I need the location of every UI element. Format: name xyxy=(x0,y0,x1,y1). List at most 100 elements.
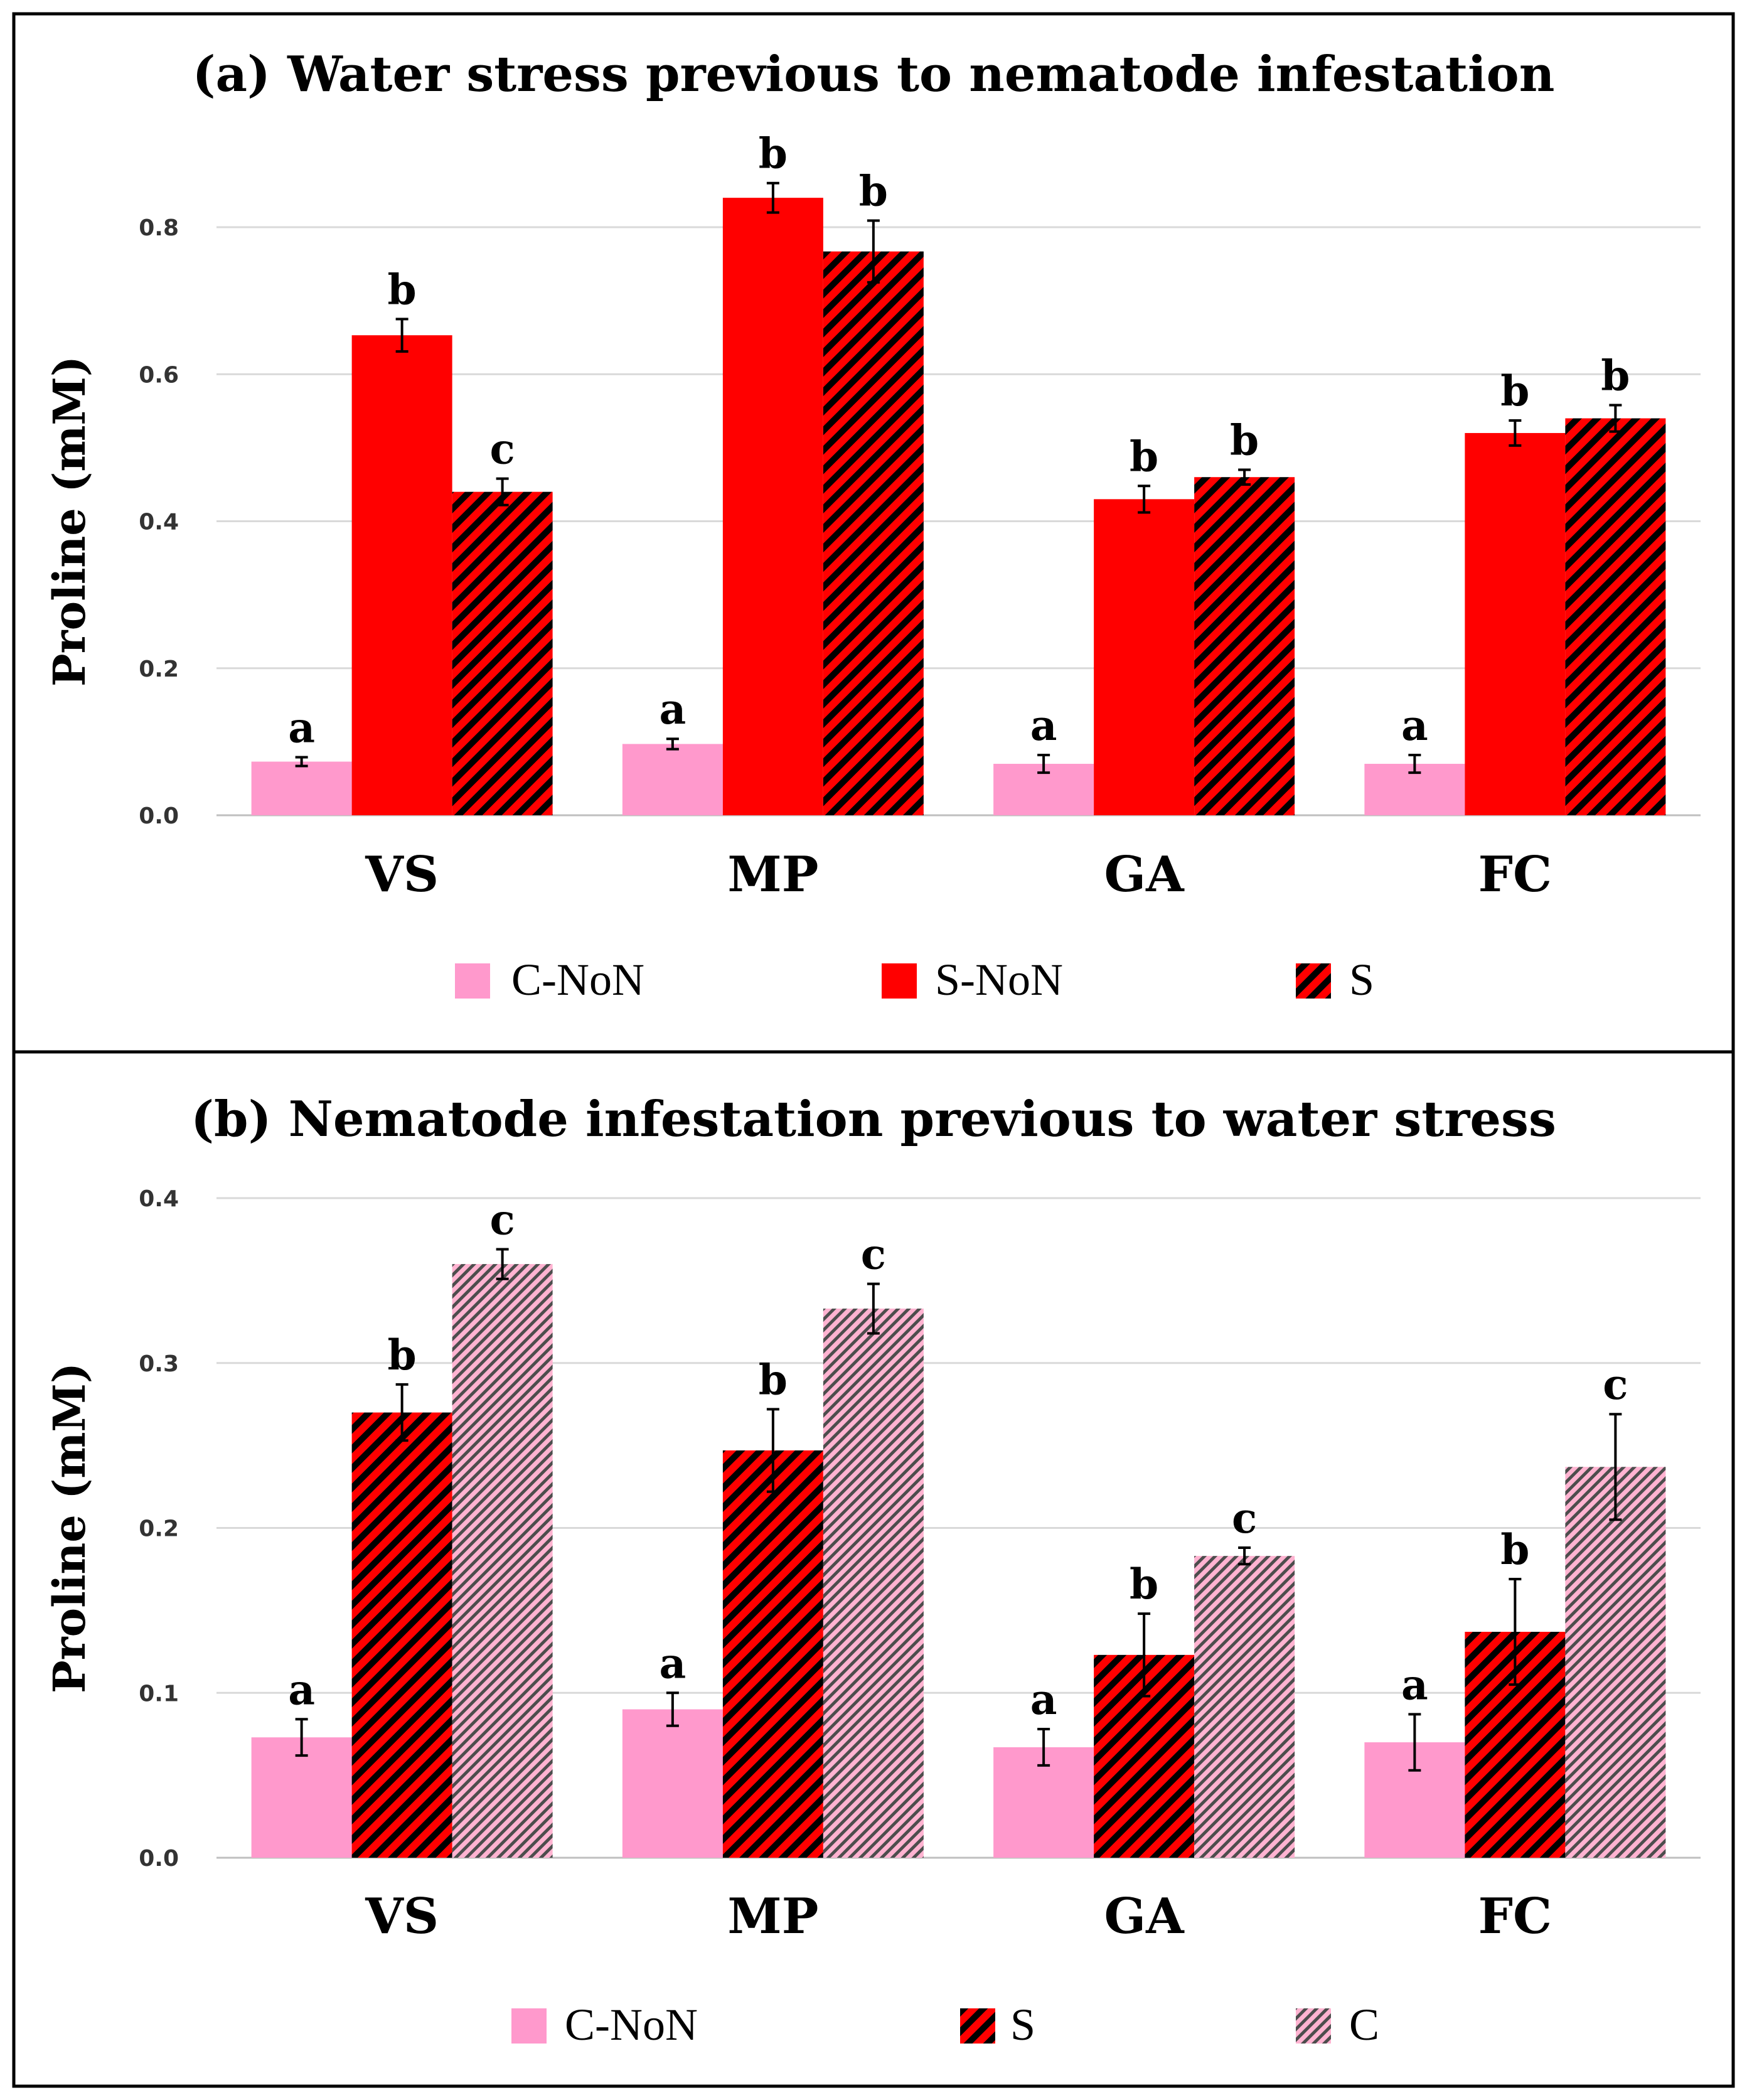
significance-label: a xyxy=(288,1665,315,1714)
chart-title: (b) Nematode infestation previous to wat… xyxy=(191,1091,1556,1148)
legend-label: C-NoN xyxy=(511,955,644,1005)
bar xyxy=(251,761,352,815)
y-axis-label: Proline (mM) xyxy=(43,356,95,687)
significance-label: a xyxy=(1401,701,1428,750)
panel-b-frame xyxy=(12,1050,1735,2088)
significance-label: a xyxy=(659,1639,686,1688)
bar xyxy=(823,1309,924,1858)
bar xyxy=(1094,499,1195,815)
error-bar xyxy=(766,181,779,214)
significance-label: b xyxy=(759,1355,788,1404)
chart-title: (a) Water stress previous to nematode in… xyxy=(193,46,1555,103)
y-tick-label: 0.8 xyxy=(139,215,179,241)
significance-label: b xyxy=(1130,432,1158,481)
error-bar xyxy=(666,737,679,751)
error-bar xyxy=(1509,419,1522,447)
legend-label: C-NoN xyxy=(565,2000,698,2050)
legend-swatch xyxy=(511,2008,547,2044)
significance-label: b xyxy=(388,265,417,314)
error-bar xyxy=(1037,1728,1050,1767)
y-tick-label: 0.0 xyxy=(139,803,179,829)
error-bar xyxy=(295,1718,308,1757)
significance-label: b xyxy=(1500,367,1529,415)
legend-label: S xyxy=(1010,2000,1035,2050)
bar xyxy=(622,1709,723,1858)
significance-label: c xyxy=(490,425,515,474)
bar xyxy=(1565,1467,1666,1858)
significance-label: c xyxy=(1603,1360,1628,1409)
error-bar xyxy=(1238,1546,1251,1566)
error-bar xyxy=(496,1248,509,1280)
y-tick-label: 0.6 xyxy=(139,362,179,388)
error-bar xyxy=(666,1691,679,1727)
significance-label: b xyxy=(759,129,788,178)
error-bar xyxy=(1408,753,1421,774)
significance-label: a xyxy=(659,685,686,734)
category-label: MP xyxy=(727,846,818,903)
legend-swatch xyxy=(1296,963,1331,999)
error-bar xyxy=(766,1408,779,1493)
significance-label: c xyxy=(861,1230,886,1279)
error-bar xyxy=(1138,1612,1151,1698)
significance-label: a xyxy=(1030,1675,1057,1724)
legend-label: C xyxy=(1349,2000,1379,2050)
bar xyxy=(622,744,723,815)
error-bar xyxy=(496,477,509,506)
category-label: GA xyxy=(1104,846,1185,903)
error-bar xyxy=(1609,1413,1622,1521)
significance-label: b xyxy=(388,1331,417,1379)
error-bar xyxy=(1509,1577,1522,1686)
category-label: FC xyxy=(1478,846,1552,903)
legend-label: S xyxy=(1349,955,1374,1005)
bar xyxy=(351,335,452,815)
bar xyxy=(1194,1556,1295,1858)
bar xyxy=(722,198,823,815)
legend-swatch xyxy=(882,963,917,999)
significance-label: b xyxy=(1130,1560,1158,1609)
significance-label: c xyxy=(1232,1494,1257,1543)
legend-swatch xyxy=(1296,2008,1331,2044)
error-bar xyxy=(1609,404,1622,433)
y-tick-label: 0.2 xyxy=(139,656,179,682)
y-tick-label: 0.4 xyxy=(139,1186,179,1212)
chart-panel-a: (a) Water stress previous to nematode in… xyxy=(43,46,1701,1005)
error-bar xyxy=(867,1282,880,1335)
error-bar xyxy=(395,318,409,353)
error-bar xyxy=(1138,485,1151,514)
significance-label: b xyxy=(1230,416,1259,465)
bar xyxy=(1465,432,1566,815)
significance-label: a xyxy=(1401,1660,1428,1709)
y-axis-label: Proline (mM) xyxy=(43,1363,95,1693)
bar xyxy=(823,251,924,815)
bar xyxy=(1565,418,1666,815)
y-tick-label: 0.2 xyxy=(139,1516,179,1542)
error-bar xyxy=(1037,753,1050,774)
category-label: FC xyxy=(1478,1888,1552,1945)
error-bar xyxy=(1238,468,1251,486)
bar xyxy=(452,491,553,815)
category-label: VS xyxy=(365,846,439,903)
y-tick-label: 0.3 xyxy=(139,1351,179,1377)
category-label: VS xyxy=(365,1888,439,1945)
bar xyxy=(251,1737,352,1858)
y-tick-label: 0.0 xyxy=(139,1846,179,1872)
error-bar xyxy=(295,756,308,768)
y-tick-label: 0.4 xyxy=(139,510,179,535)
significance-label: b xyxy=(859,166,888,215)
bar xyxy=(452,1264,553,1858)
legend-swatch xyxy=(455,963,490,999)
significance-label: a xyxy=(288,703,315,752)
significance-label: a xyxy=(1030,701,1057,750)
significance-label: c xyxy=(490,1195,515,1244)
error-bar xyxy=(1408,1713,1421,1772)
category-label: MP xyxy=(727,1888,818,1945)
significance-label: b xyxy=(1500,1525,1529,1574)
significance-label: b xyxy=(1601,351,1630,400)
bar xyxy=(1194,477,1295,815)
chart-panel-b: (b) Nematode infestation previous to wat… xyxy=(43,1091,1701,2050)
bar xyxy=(722,1450,823,1858)
error-bar xyxy=(867,219,880,284)
legend-label: S-NoN xyxy=(935,955,1063,1005)
bar xyxy=(351,1412,452,1858)
